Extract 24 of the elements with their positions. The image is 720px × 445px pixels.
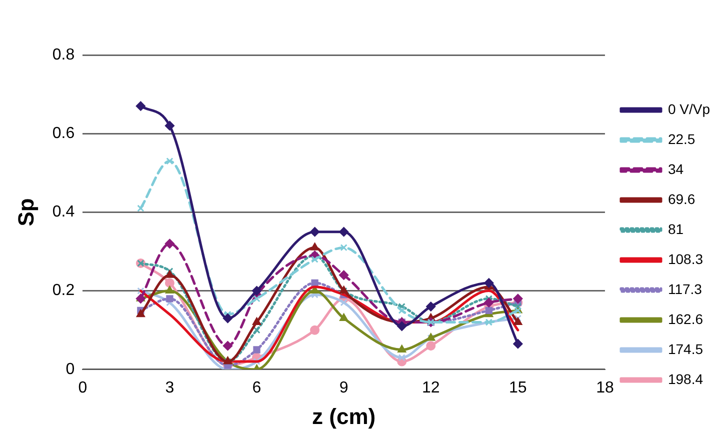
y-tick-label: 0.6 [52,125,75,142]
y-axis-title: Sp [13,198,38,226]
legend-label: 117.3 [668,280,702,297]
y-tick-label: 0.4 [52,204,75,221]
legend-label: 108.3 [668,250,704,267]
legend-label: 34 [668,160,684,177]
legend-label: 69.6 [668,190,696,207]
x-tick-label: 6 [252,379,262,396]
y-tick-label: 0 [66,360,75,378]
x-tick-label: 0 [78,379,88,396]
legend-label: 22.5 [668,130,696,147]
y-tick-label: 0.8 [52,46,75,64]
legend-label: 81 [668,220,684,237]
x-tick-label: 9 [339,379,348,396]
x-tick-label: 12 [422,379,440,396]
legend-label: 198.4 [668,370,704,387]
y-tick-label: 0.2 [52,282,75,300]
x-tick-label: 3 [165,379,174,396]
x-tick-label: 18 [596,379,614,396]
legend-label: 0 V/Vp [668,100,710,117]
x-axis-title: z (cm) [312,404,376,429]
legend-label: 162.6 [668,310,704,327]
legend-label: 174.5 [668,340,704,357]
x-tick-label: 15 [509,379,527,396]
